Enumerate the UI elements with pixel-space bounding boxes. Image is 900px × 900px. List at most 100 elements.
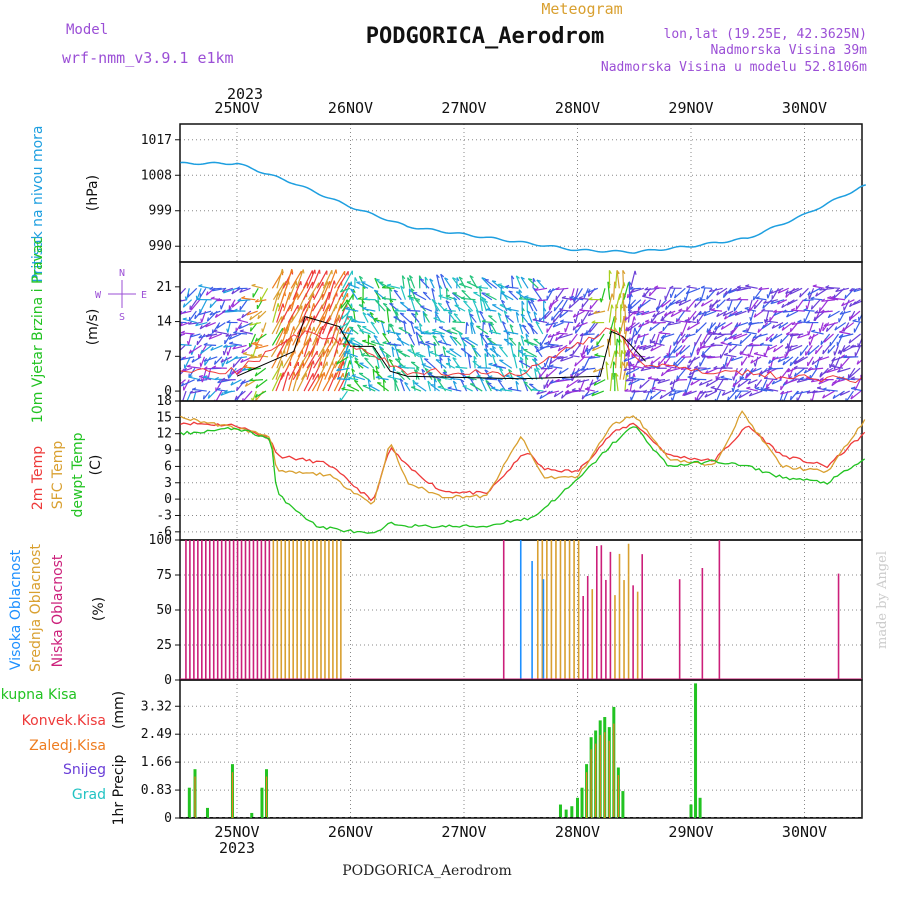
- wind-arrow-head: [766, 294, 769, 299]
- wind-arrow-head: [212, 365, 217, 369]
- wind-arrow-head: [807, 366, 812, 371]
- wind-arrow: [302, 270, 313, 289]
- wind-arrow-head: [351, 374, 356, 377]
- wind-arrow: [479, 287, 482, 300]
- wind-arrow-head: [432, 328, 437, 331]
- wind-arrow-head: [423, 312, 428, 316]
- wind-arrow-head: [519, 323, 523, 328]
- wind-arrow-head: [710, 307, 716, 311]
- wind-arrow: [699, 356, 706, 367]
- wind-arrow-head: [613, 361, 616, 366]
- wind-arrow: [609, 316, 615, 335]
- wind-arrow: [714, 379, 724, 393]
- wind-arrow: [449, 335, 458, 346]
- wind-arrow: [433, 317, 445, 324]
- wind-arrow: [288, 361, 299, 380]
- wind-arrow-head: [429, 278, 434, 282]
- wind-arrow-head: [350, 303, 353, 308]
- wind-arrow: [616, 270, 620, 289]
- wind-arrow: [698, 310, 711, 316]
- wind-arrow: [540, 367, 553, 370]
- wind-arrow: [622, 270, 625, 289]
- wind-arrow-head: [442, 346, 447, 350]
- wind-arrow-head: [241, 398, 244, 401]
- wind-arrow: [667, 345, 672, 358]
- wind-arrow: [579, 309, 594, 312]
- wind-arrow-head: [502, 321, 506, 325]
- wind-arrow-head: [720, 325, 724, 330]
- wind-arrow: [692, 310, 702, 321]
- wind-arrow: [700, 333, 709, 347]
- wind-arrow: [311, 269, 321, 289]
- wind-arrow-head: [200, 349, 203, 354]
- wind-arrow-head: [507, 307, 512, 310]
- wind-arrow-head: [443, 308, 448, 311]
- precip-conv-bar: [590, 749, 592, 818]
- wind-arrow: [341, 388, 355, 392]
- wind-arrow: [493, 364, 507, 369]
- wind-arrow-head: [216, 298, 221, 302]
- wind-arrow-head: [564, 328, 566, 333]
- wind-arrow: [323, 326, 332, 346]
- wind-arrow: [462, 385, 473, 392]
- wind-arrow-head: [521, 300, 525, 305]
- wind-arrow: [343, 360, 351, 380]
- wind-arrow: [297, 339, 309, 358]
- wind-arrow: [552, 310, 564, 323]
- wind-arrow-head: [200, 318, 203, 323]
- wind-arrow: [544, 356, 550, 368]
- wind-arrow: [594, 354, 606, 358]
- wind-arrow-head: [564, 348, 568, 353]
- wind-arrow: [306, 291, 314, 312]
- wind-arrow-head: [572, 298, 575, 303]
- wind-arrow: [400, 285, 406, 300]
- wind-arrow-head: [545, 322, 550, 326]
- wind-arrow-head: [848, 373, 852, 379]
- wind-arrow-head: [477, 285, 482, 288]
- wind-arrow: [470, 321, 476, 335]
- top-day-label: 27NOV: [441, 99, 486, 117]
- wind-arrow: [254, 333, 267, 342]
- tick-label: -3: [156, 508, 172, 523]
- wind-arrow: [628, 333, 637, 342]
- wind-arrow-head: [763, 352, 766, 357]
- wind-arrow: [485, 380, 492, 392]
- wind-arrow: [464, 337, 479, 346]
- precip-bar: [689, 804, 693, 818]
- wind-arrow: [336, 356, 349, 365]
- wind-arrow: [680, 367, 692, 370]
- wind-arrow-head: [694, 303, 697, 308]
- wind-arrow: [785, 287, 799, 295]
- wind-arrow: [630, 270, 636, 289]
- wind-arrow-head: [411, 361, 416, 364]
- wind-arrow-head: [839, 391, 844, 396]
- wind-arrow-head: [722, 293, 725, 298]
- wind-arrow-head: [203, 357, 208, 362]
- wind-arrow-head: [581, 354, 586, 358]
- wind-arrow-head: [519, 367, 523, 372]
- wind-arrow: [699, 379, 713, 386]
- wind-arrow: [469, 313, 477, 323]
- wind-arrow: [200, 356, 206, 367]
- wind-arrow: [622, 293, 625, 312]
- wind-arrow-head: [789, 361, 792, 366]
- wind-arrow: [770, 287, 784, 295]
- precip-bar: [570, 806, 574, 818]
- wind-arrow-head: [352, 288, 356, 293]
- wind-arrow-head: [199, 325, 203, 330]
- wind-arrow: [185, 288, 190, 301]
- wind-arrow-head: [176, 384, 178, 388]
- wind-arrow: [379, 281, 391, 289]
- wind-arrow-head: [689, 352, 692, 357]
- wind-arrow: [197, 310, 212, 316]
- wind-arrow-head: [695, 328, 698, 333]
- wind-arrow: [714, 322, 726, 331]
- wind-arrow-head: [784, 345, 789, 349]
- wind-arrow: [769, 333, 783, 342]
- wind-arrow: [429, 278, 435, 289]
- wind-arrow-head: [456, 277, 460, 282]
- wind-arrow: [751, 333, 762, 343]
- wind-arrow-head: [205, 291, 209, 296]
- cloud-unit: (%): [91, 597, 107, 621]
